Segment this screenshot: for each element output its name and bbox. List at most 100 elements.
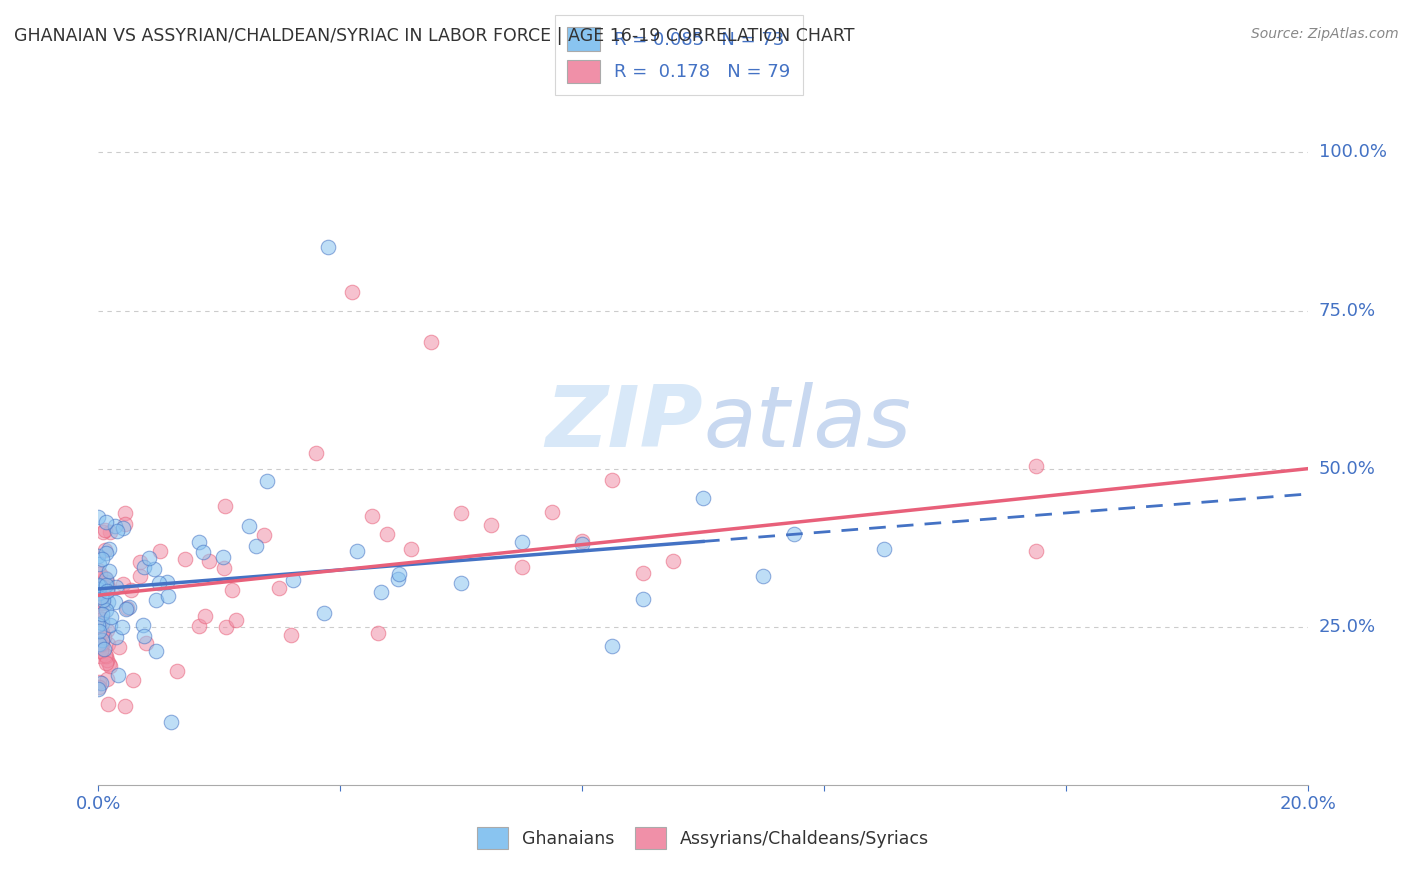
- Point: [783, 526, 806, 541]
- Point: [97, 697, 120, 711]
- Point: [98, 657, 121, 672]
- Point: [174, 552, 197, 566]
- Point: [96, 648, 118, 663]
- Point: [107, 668, 129, 682]
- Point: [93, 579, 115, 593]
- Point: [91, 596, 114, 610]
- Text: 25.0%: 25.0%: [1319, 618, 1376, 636]
- Legend: Ghanaians, Assyrians/Chaldeans/Syriacs: Ghanaians, Assyrians/Chaldeans/Syriacs: [470, 820, 936, 856]
- Point: [94, 572, 117, 586]
- Point: [631, 592, 654, 607]
- Point: [90, 637, 112, 651]
- Point: [752, 568, 775, 582]
- Point: [399, 541, 422, 556]
- Point: [97, 595, 120, 609]
- Point: [370, 584, 392, 599]
- Point: [145, 593, 167, 607]
- Point: [138, 551, 160, 566]
- Point: [128, 555, 150, 569]
- Point: [571, 533, 593, 548]
- Point: [305, 446, 328, 460]
- Point: [96, 603, 118, 617]
- Point: [90, 624, 112, 639]
- Point: [187, 619, 209, 633]
- Point: [87, 563, 110, 577]
- Point: [93, 580, 115, 594]
- Point: [87, 611, 110, 625]
- Point: [96, 583, 118, 598]
- Point: [87, 681, 110, 695]
- Point: [238, 519, 260, 533]
- Point: [115, 601, 138, 615]
- Point: [96, 515, 118, 529]
- Point: [135, 636, 157, 650]
- Point: [132, 559, 155, 574]
- Point: [90, 632, 112, 647]
- Point: [90, 607, 112, 622]
- Point: [96, 673, 118, 687]
- Point: [253, 528, 276, 542]
- Point: [97, 580, 120, 594]
- Point: [105, 580, 128, 594]
- Point: [87, 582, 110, 597]
- Point: [89, 648, 111, 663]
- Point: [375, 526, 398, 541]
- Point: [132, 629, 155, 643]
- Point: [117, 600, 139, 615]
- Point: [87, 637, 110, 651]
- Point: [98, 658, 121, 673]
- Text: 75.0%: 75.0%: [1319, 301, 1376, 319]
- Point: [256, 474, 278, 488]
- Point: [510, 535, 533, 549]
- Point: [631, 566, 654, 581]
- Text: 100.0%: 100.0%: [1319, 144, 1386, 161]
- Point: [89, 566, 111, 581]
- Point: [111, 620, 134, 634]
- Point: [342, 285, 364, 299]
- Point: [245, 539, 267, 553]
- Text: Source: ZipAtlas.com: Source: ZipAtlas.com: [1251, 27, 1399, 41]
- Point: [481, 518, 503, 533]
- Point: [129, 569, 152, 583]
- Point: [420, 335, 443, 350]
- Point: [112, 577, 135, 591]
- Point: [87, 585, 110, 599]
- Point: [166, 665, 188, 679]
- Point: [221, 582, 243, 597]
- Point: [94, 523, 117, 537]
- Point: [156, 574, 179, 589]
- Point: [873, 541, 896, 556]
- Point: [281, 573, 304, 587]
- Point: [122, 673, 145, 688]
- Point: [87, 578, 110, 592]
- Point: [367, 626, 389, 640]
- Point: [91, 612, 114, 626]
- Point: [96, 572, 118, 586]
- Point: [90, 575, 112, 590]
- Point: [132, 618, 155, 632]
- Text: 50.0%: 50.0%: [1319, 459, 1375, 478]
- Point: [149, 543, 172, 558]
- Point: [280, 628, 302, 642]
- Point: [269, 581, 291, 595]
- Point: [114, 506, 136, 520]
- Point: [89, 585, 111, 599]
- Point: [100, 524, 122, 539]
- Point: [97, 637, 120, 651]
- Point: [87, 618, 110, 632]
- Point: [214, 499, 236, 513]
- Point: [387, 573, 409, 587]
- Point: [89, 675, 111, 690]
- Point: [211, 550, 233, 565]
- Point: [115, 602, 138, 616]
- Point: [388, 566, 411, 581]
- Point: [89, 579, 111, 593]
- Point: [98, 617, 121, 632]
- Point: [692, 491, 714, 505]
- Point: [90, 594, 112, 608]
- Point: [114, 698, 136, 713]
- Point: [316, 240, 339, 254]
- Point: [510, 559, 533, 574]
- Point: [197, 554, 219, 568]
- Point: [159, 714, 181, 729]
